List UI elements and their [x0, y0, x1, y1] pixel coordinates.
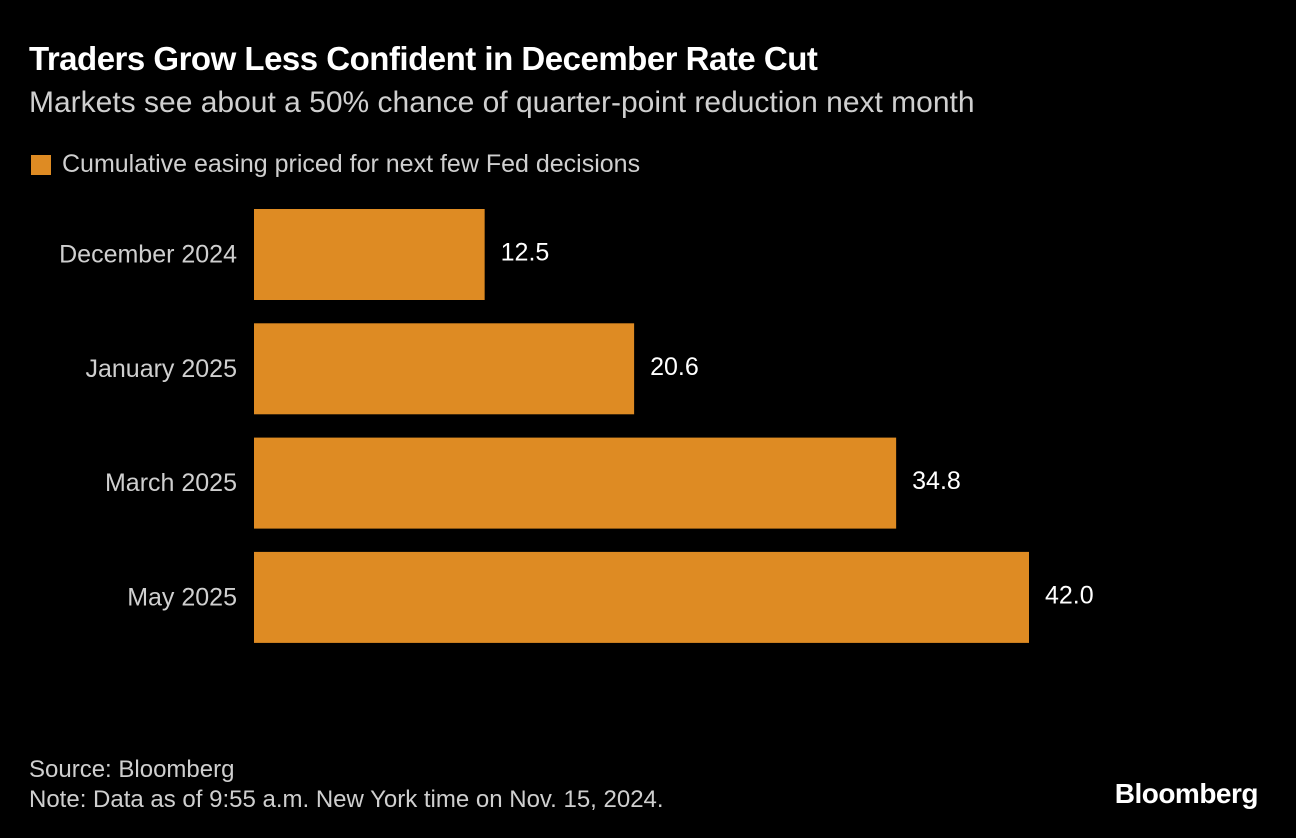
category-label: December 2024	[59, 241, 237, 269]
data-label: 34.8	[912, 467, 961, 495]
bar	[254, 551, 1029, 643]
bar	[254, 209, 485, 300]
legend: Cumulative easing priced for next few Fe…	[31, 150, 640, 179]
bloomberg-logo: Bloomberg	[1114, 778, 1259, 809]
bar	[254, 323, 635, 415]
bar-chart: December 2024 12.5 January 2025 20.6 March 2…	[59, 209, 1094, 643]
chart-subtitle: Markets see about a 50% chance of quarte…	[29, 86, 975, 119]
footer: Source: Bloomberg Note: Data as of 9:55 …	[29, 755, 664, 815]
chart-title: Traders Grow Less Confident in December …	[29, 40, 818, 77]
category-label: March 2025	[105, 469, 237, 497]
data-label: 20.6	[650, 353, 699, 381]
category-label: May 2025	[127, 583, 237, 611]
category-label: January 2025	[85, 355, 237, 383]
legend-swatch	[31, 154, 51, 175]
source-note: Source: Bloomberg	[29, 756, 235, 783]
data-label: 12.5	[501, 239, 550, 267]
data-label: 42.0	[1045, 581, 1094, 609]
data-note: Note: Data as of 9:55 a.m. New York time…	[29, 786, 664, 813]
bar	[254, 437, 897, 529]
legend-label: Cumulative easing priced for next few Fe…	[62, 150, 641, 178]
